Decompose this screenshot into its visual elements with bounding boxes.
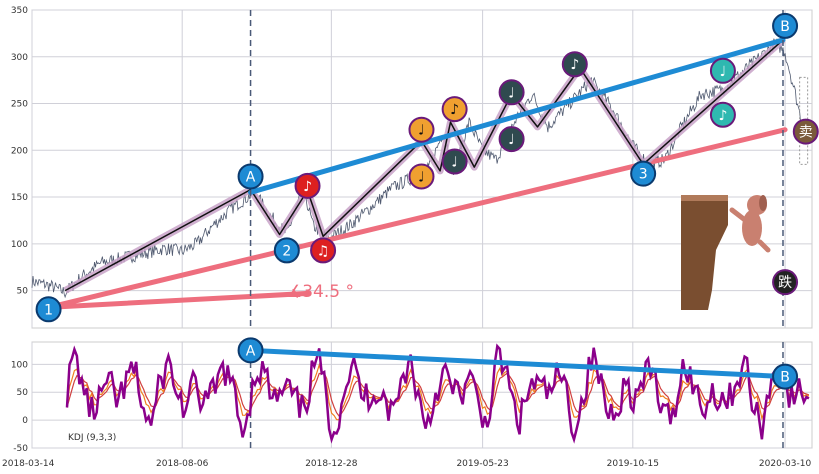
wave-marker-circle bbox=[237, 337, 264, 364]
wave-marker-label: ♪ bbox=[570, 57, 579, 73]
wave-marker-label: ♫ bbox=[317, 243, 330, 259]
price-y-tick-label: 100 bbox=[11, 240, 28, 250]
wave-marker: ♪ bbox=[709, 101, 736, 128]
wave-marker: A bbox=[237, 163, 264, 190]
cliff-illustration bbox=[681, 195, 728, 310]
price-y-tick-label: 250 bbox=[11, 100, 28, 110]
wave-marker-circle bbox=[294, 172, 321, 199]
wave-marker-label: A bbox=[246, 343, 256, 359]
wave-marker: ♪ bbox=[294, 172, 321, 199]
wave-marker-label: 卖 bbox=[799, 125, 813, 141]
wave-marker-label: ♩ bbox=[720, 64, 727, 80]
wave-marker: ♪ bbox=[441, 96, 468, 123]
wave-marker-label: ♩ bbox=[508, 85, 515, 101]
x-tick-label: 2018-12-28 bbox=[305, 459, 358, 469]
wave-marker: 1 bbox=[35, 296, 62, 323]
x-tick-label: 2018-08-06 bbox=[156, 459, 209, 469]
wave-marker-circle bbox=[498, 79, 525, 106]
wave-marker-circle bbox=[709, 57, 736, 84]
price-y-tick-label: 50 bbox=[17, 287, 29, 297]
kdj-d-line bbox=[66, 372, 810, 417]
wave-marker-label: 跌 bbox=[778, 275, 792, 291]
x-tick-label: 2020-03-10 bbox=[759, 459, 812, 469]
dog-illustration bbox=[729, 195, 771, 253]
wave-marker-label: ♩ bbox=[418, 169, 425, 185]
lower-trendline bbox=[46, 127, 788, 310]
wave-marker: 跌 bbox=[772, 269, 799, 296]
kdj-legend-label: KDJ (9,3,3) bbox=[68, 433, 116, 443]
wave-marker: ♩ bbox=[408, 163, 435, 190]
dog-arm bbox=[729, 207, 748, 223]
price-panel: 50 100 150 200 250 300 350 1 A 2 ♪ ♫ ♩ ♩ ♪ ♩ ♩ ♩ ♪ 3 ♩ ♪ B 跌 卖 bbox=[11, 6, 819, 329]
kdj-y-tick-label: 50 bbox=[17, 388, 29, 398]
wave-marker-circle bbox=[35, 296, 62, 323]
wave-marker: ♪ bbox=[561, 51, 588, 78]
wave-marker: ♩ bbox=[498, 126, 525, 153]
x-tick-label: 2018-03-14 bbox=[2, 459, 55, 469]
wave-marker-circle bbox=[310, 237, 337, 264]
wave-marker-label: B bbox=[780, 19, 790, 35]
wave-marker: 2 bbox=[273, 237, 300, 264]
wave-marker: ♩ bbox=[441, 148, 468, 175]
wave-marker: B bbox=[772, 363, 799, 390]
x-tick-label: 2019-10-15 bbox=[607, 459, 659, 469]
wave-marker-label: 2 bbox=[282, 243, 291, 259]
wave-marker: ♩ bbox=[709, 57, 736, 84]
price-y-tick-label: 300 bbox=[11, 53, 28, 63]
wave-marker-circle bbox=[441, 96, 468, 123]
wave-marker-circle bbox=[630, 160, 657, 187]
price-y-tick-label: 200 bbox=[11, 146, 28, 156]
angle-reference-line bbox=[46, 290, 311, 310]
wave-marker-circle bbox=[408, 116, 435, 143]
wave-marker-circle bbox=[498, 126, 525, 153]
kdj-y-tick-label: 100 bbox=[11, 360, 28, 370]
wave-marker: ♩ bbox=[498, 79, 525, 106]
dog-leg bbox=[757, 239, 771, 253]
wave-marker-label: ♩ bbox=[418, 123, 425, 139]
wave-marker-label: ♪ bbox=[718, 108, 727, 124]
wave-marker-circle bbox=[441, 148, 468, 175]
wave-marker-circle bbox=[709, 101, 736, 128]
cliff-edge bbox=[681, 195, 728, 201]
wave-marker-label: ♩ bbox=[451, 155, 458, 171]
kdj-trendline bbox=[248, 347, 788, 380]
wave-marker-label: 1 bbox=[44, 302, 53, 318]
wave-marker: 3 bbox=[630, 160, 657, 187]
wave-marker-circle bbox=[772, 12, 799, 39]
wave-marker-label: ♩ bbox=[508, 132, 515, 148]
zigzag-wave-line bbox=[64, 39, 784, 292]
kdj-y-tick-label: 0 bbox=[22, 416, 28, 426]
price-y-tick-label: 350 bbox=[11, 6, 28, 16]
upper-trendline bbox=[248, 37, 786, 195]
dog-ear bbox=[759, 195, 767, 211]
wave-marker: ♫ bbox=[310, 237, 337, 264]
wave-marker: B bbox=[772, 12, 799, 39]
angle-label: ∡34.5 ° bbox=[287, 282, 354, 302]
kdj-y-tick-label: -50 bbox=[13, 444, 28, 454]
price-y-tick-label: 150 bbox=[11, 193, 28, 203]
wave-marker-circle bbox=[792, 118, 819, 145]
price-volatility-box bbox=[799, 76, 809, 165]
wave-marker-circle bbox=[408, 163, 435, 190]
x-axis: 2018-03-14 2018-08-06 2018-12-28 2019-05-23… bbox=[2, 459, 811, 469]
wave-marker-circle bbox=[772, 363, 799, 390]
kdj-panel: -50 0 50 100 A B bbox=[11, 337, 813, 454]
wave-marker-circle bbox=[237, 163, 264, 190]
wave-marker-label: ♪ bbox=[303, 179, 312, 195]
wave-marker: ♩ bbox=[408, 116, 435, 143]
wave-marker-circle bbox=[273, 237, 300, 264]
wave-marker-label: A bbox=[246, 169, 256, 185]
wave-marker-label: B bbox=[780, 370, 790, 386]
wave-marker-circle bbox=[772, 269, 799, 296]
wave-marker: A bbox=[237, 337, 264, 364]
wave-marker-label: ♪ bbox=[450, 102, 459, 118]
wave-marker-label: 3 bbox=[639, 167, 648, 183]
wave-marker: 卖 bbox=[792, 118, 819, 145]
wave-marker-circle bbox=[561, 51, 588, 78]
x-tick-label: 2019-05-23 bbox=[456, 459, 508, 469]
